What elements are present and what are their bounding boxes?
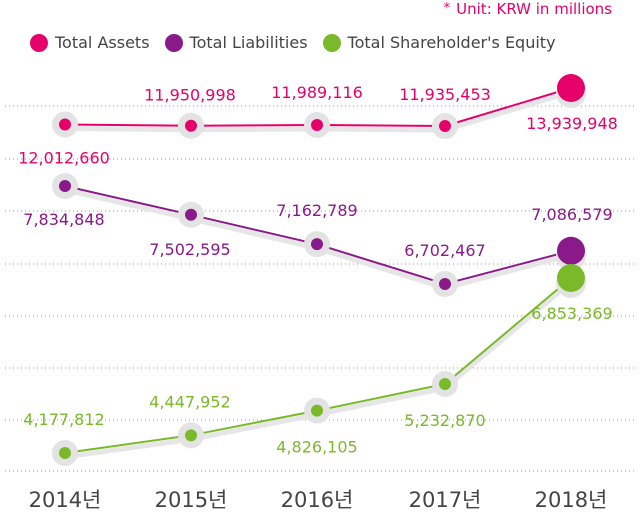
legend-item-assets: Total Assets: [30, 33, 150, 52]
asterisk-icon: *: [443, 1, 451, 16]
equity-data-label: 5,232,870: [404, 411, 485, 430]
equity-data-point: [557, 264, 585, 292]
assets-data-point: [311, 118, 323, 131]
assets-data-label: 11,935,453: [399, 85, 491, 104]
equity-data-label: 4,447,952: [149, 392, 230, 411]
assets-data-label: 11,989,116: [271, 83, 363, 102]
equity-data-label: 4,826,105: [276, 438, 357, 457]
unit-note-text: Unit: KRW in millions: [456, 0, 612, 18]
legend: Total Assets Total Liabilities Total Sha…: [30, 33, 571, 52]
legend-label-assets: Total Assets: [55, 33, 150, 52]
equity-data-label: 4,177,812: [23, 410, 104, 429]
liabilities-data-label: 7,834,848: [23, 210, 104, 229]
equity-data-label: 6,853,369: [531, 304, 612, 323]
legend-dot-liabilities-icon: [164, 33, 183, 52]
equity-data-point: [59, 447, 71, 459]
x-tick-label: 2017년: [409, 488, 482, 512]
unit-note: * Unit: KRW in millions: [444, 0, 612, 18]
assets-data-point: [439, 120, 451, 132]
assets-data-point: [557, 74, 585, 102]
assets-data-label: 12,012,660: [18, 149, 110, 168]
x-tick-label: 2018년: [535, 488, 608, 512]
liabilities-data-point: [557, 236, 585, 265]
legend-label-liabilities: Total Liabilities: [189, 33, 308, 52]
liabilities-data-label: 7,162,789: [276, 201, 357, 220]
liabilities-data-label: 7,502,595: [149, 240, 230, 259]
equity-series-shadow: [64, 280, 573, 460]
x-tick-label: 2015년: [155, 488, 228, 512]
liabilities-data-point: [311, 238, 323, 251]
equity-data-point: [185, 429, 197, 442]
legend-dot-assets-icon: [30, 33, 48, 52]
x-tick-label: 2014년: [29, 488, 102, 512]
liabilities-data-point: [59, 180, 71, 192]
assets-data-label: 13,939,948: [526, 114, 618, 133]
liabilities-data-point: [185, 208, 197, 221]
liabilities-data-label: 6,702,467: [404, 241, 485, 260]
legend-label-equity: Total Shareholder's Equity: [347, 33, 556, 52]
equity-series-line: [64, 277, 572, 454]
equity-data-point: [439, 377, 451, 390]
liabilities-data-point: [439, 278, 451, 290]
legend-item-equity: Total Shareholder's Equity: [322, 33, 556, 52]
assets-data-point: [185, 119, 197, 132]
x-tick-label: 2016년: [281, 488, 354, 512]
assets-data-point: [59, 118, 71, 131]
legend-dot-equity-icon: [322, 33, 341, 52]
liabilities-data-label: 7,086,579: [531, 205, 612, 224]
legend-item-liabilities: Total Liabilities: [164, 33, 308, 52]
equity-data-point: [311, 404, 323, 417]
assets-data-label: 11,950,998: [144, 86, 236, 105]
